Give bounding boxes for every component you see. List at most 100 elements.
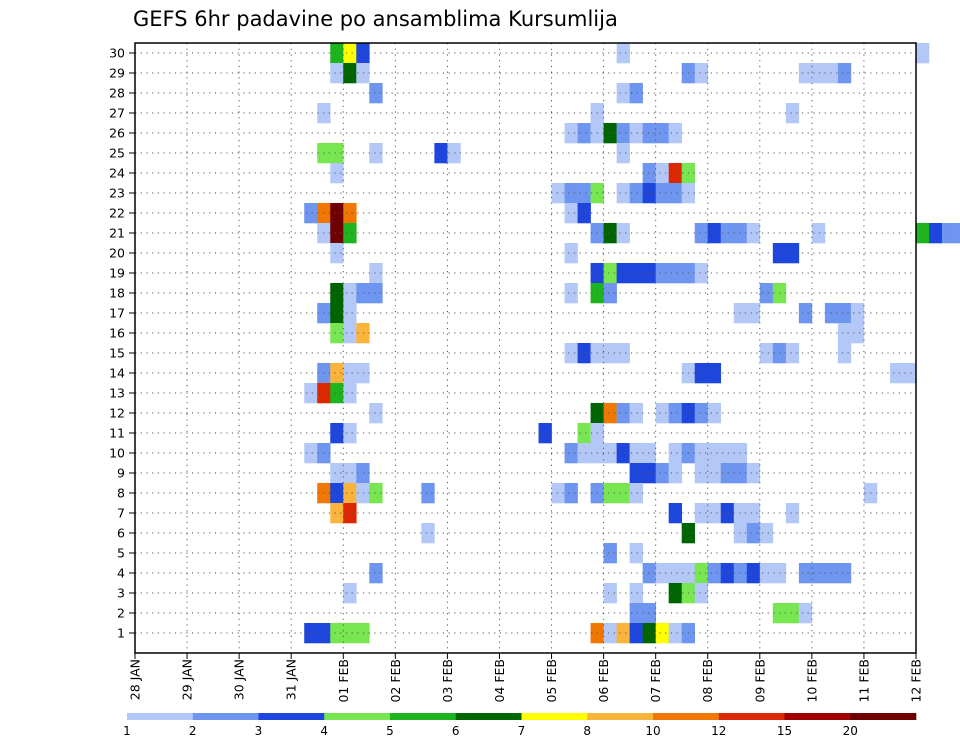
heatmap-cell xyxy=(746,463,761,484)
heatmap-cell xyxy=(343,63,357,84)
heatmap-cell xyxy=(330,43,344,64)
heatmap-cell xyxy=(343,203,357,224)
y-tick-label: 3 xyxy=(117,586,125,601)
heatmap-cell xyxy=(668,263,682,284)
heatmap-cell xyxy=(616,83,630,104)
y-axis: 1234567891011121314151617181920212223242… xyxy=(109,46,135,641)
heatmap-cell xyxy=(720,223,735,244)
heatmap-cell xyxy=(746,563,761,584)
legend-label: 3 xyxy=(255,724,263,738)
heatmap-cell xyxy=(707,563,722,584)
legend-label: 6 xyxy=(452,724,460,738)
heatmap-cell xyxy=(642,263,656,284)
legend-label: 2 xyxy=(189,724,197,738)
heatmap-cell xyxy=(642,443,656,464)
y-tick-label: 19 xyxy=(109,266,125,281)
heatmap-cell xyxy=(668,463,682,484)
heatmap-cell xyxy=(889,363,904,384)
heatmap-cell xyxy=(798,63,813,84)
heatmap-cell xyxy=(694,63,709,84)
heatmap-cell xyxy=(629,623,643,644)
color-legend: 1 2 3 4 5 6 7 8 10 12 15 20 xyxy=(123,713,917,738)
y-tick-label: 10 xyxy=(109,446,125,461)
heatmap-cell xyxy=(564,123,578,144)
heatmap-cell xyxy=(629,583,643,604)
heatmap-cell xyxy=(707,403,722,424)
heatmap-cell xyxy=(733,523,748,544)
heatmap-cell xyxy=(694,403,709,424)
heatmap-cell xyxy=(603,543,617,564)
heatmap-cell xyxy=(330,223,344,244)
heatmap-cell xyxy=(785,103,800,124)
heatmap-cell xyxy=(707,223,722,244)
heatmap-cell xyxy=(603,263,617,284)
heatmap-cell xyxy=(759,563,774,584)
heatmap-cell xyxy=(343,223,357,244)
heatmap-cell xyxy=(785,343,800,364)
heatmap-cell xyxy=(421,483,435,504)
heatmap-cell xyxy=(707,503,722,524)
heatmap-cell xyxy=(330,423,344,444)
heatmap-cell xyxy=(369,83,383,104)
legend-label: 10 xyxy=(645,724,660,738)
heatmap-cell xyxy=(629,543,643,564)
heatmap-cell xyxy=(629,123,643,144)
chart-title: GEFS 6hr padavine po ansamblima Kursumli… xyxy=(133,7,618,31)
heatmap-cell xyxy=(356,483,370,504)
heatmap-cell xyxy=(694,563,709,584)
heatmap-cell xyxy=(616,403,630,424)
heatmap-cell xyxy=(746,303,761,324)
legend-label: 4 xyxy=(320,724,328,738)
heatmap-cell xyxy=(577,443,591,464)
heatmap-cell xyxy=(694,223,709,244)
legend-label: 15 xyxy=(777,724,792,738)
plot-frame xyxy=(134,42,917,654)
heatmap-cell xyxy=(955,223,960,244)
heatmap-cell xyxy=(942,223,956,244)
heatmap-cell xyxy=(603,343,617,364)
heatmap-cell xyxy=(577,423,591,444)
heatmap-cell xyxy=(694,443,709,464)
heatmap-cell xyxy=(629,603,643,624)
heatmap-cell xyxy=(343,503,357,524)
heatmap-cell xyxy=(330,243,344,264)
heatmap-cell xyxy=(655,403,669,424)
heatmap-cell xyxy=(577,343,591,364)
heatmap-cell xyxy=(369,563,383,584)
heatmap-cell xyxy=(356,463,370,484)
heatmap-cell xyxy=(538,423,552,444)
legend-swatch xyxy=(653,713,720,720)
heatmap-cell xyxy=(694,263,709,284)
legend-label: 8 xyxy=(583,724,591,738)
legend-swatch xyxy=(718,713,785,720)
heatmap-cell xyxy=(330,503,344,524)
y-tick-label: 20 xyxy=(109,246,125,261)
heatmap-cell xyxy=(616,143,630,164)
heatmap-cell xyxy=(551,483,565,504)
heatmap-cell xyxy=(668,563,682,584)
heatmap-cell xyxy=(603,583,617,604)
heatmap-cell xyxy=(798,303,813,324)
heatmap-cell xyxy=(733,223,748,244)
y-tick-label: 16 xyxy=(109,326,125,341)
heatmap-cell xyxy=(577,123,591,144)
heatmap-cell xyxy=(655,623,669,644)
heatmap-cell xyxy=(798,603,813,624)
heatmap-cell xyxy=(603,123,617,144)
y-tick-label: 4 xyxy=(117,566,125,581)
heatmap-cell xyxy=(733,563,748,584)
heatmap-cell xyxy=(668,503,682,524)
heatmap-cell xyxy=(642,563,656,584)
heatmap-cell xyxy=(929,223,943,244)
heatmap-cell xyxy=(343,463,357,484)
heatmap-cell xyxy=(564,243,578,264)
y-tick-label: 17 xyxy=(109,306,125,321)
y-tick-label: 21 xyxy=(109,226,125,241)
heatmap-cell xyxy=(642,603,656,624)
heatmap-cell xyxy=(343,323,357,344)
y-tick-label: 27 xyxy=(109,106,125,121)
heatmap-cell xyxy=(603,223,617,244)
heatmap-cell xyxy=(707,443,722,464)
heatmap-cell xyxy=(668,403,682,424)
y-tick-label: 26 xyxy=(109,126,125,141)
